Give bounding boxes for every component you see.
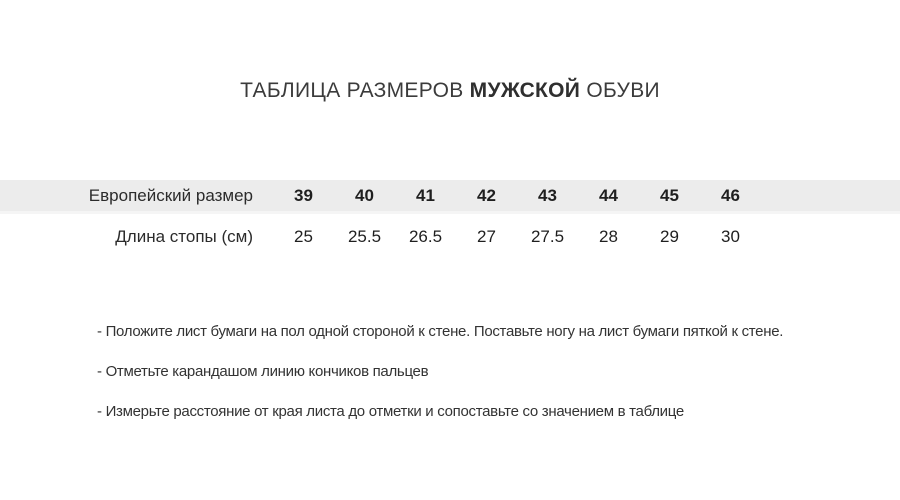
- size-cell: 45: [660, 185, 679, 205]
- size-cell: 43: [538, 185, 557, 205]
- row-label-eu-size: Европейский размер: [88, 185, 253, 205]
- size-cell: 44: [599, 185, 618, 205]
- page-title-prefix: ТАБЛИЦА РАЗМЕРОВ: [240, 79, 470, 102]
- page-title-suffix: ОБУВИ: [580, 79, 660, 102]
- length-cell: 27: [477, 227, 496, 246]
- size-cell: 42: [477, 185, 496, 205]
- instruction-line: - Отметьте карандашом линию кончиков пал…: [97, 363, 429, 380]
- instruction-line: - Измерьте расстояние от края листа до о…: [97, 403, 684, 420]
- length-cell: 27.5: [530, 227, 565, 246]
- size-cell: 39: [294, 185, 313, 205]
- page-title-gender: МУЖСКОЙ: [469, 79, 581, 102]
- measuring-instructions: - Положите лист бумаги на пол одной стор…: [97, 323, 900, 420]
- length-cell: 25.5: [347, 227, 382, 246]
- length-cell: 29: [660, 227, 679, 246]
- row-label-foot-length: Длина стопы (см): [115, 227, 253, 246]
- length-cell: 30: [721, 227, 740, 246]
- instruction-line: - Положите лист бумаги на пол одной стор…: [97, 323, 784, 340]
- table-row-eu-sizes: Европейский размер 39 40 41 42 43 44 45 …: [0, 180, 900, 214]
- size-cell: 41: [416, 185, 435, 205]
- size-table: Европейский размер 39 40 41 42 43 44 45 …: [0, 180, 900, 260]
- length-cell: 26.5: [408, 227, 443, 246]
- table-row-foot-lengths: Длина стопы (см) 25 25.5 26.5 27 27.5 28…: [0, 214, 900, 260]
- page-title: ТАБЛИЦА РАЗМЕРОВ МУЖСКОЙ ОБУВИ: [0, 0, 900, 103]
- length-cell: 28: [599, 227, 618, 246]
- size-cell: 46: [721, 185, 740, 205]
- length-cell: 25: [294, 227, 313, 246]
- size-cell: 40: [355, 185, 374, 205]
